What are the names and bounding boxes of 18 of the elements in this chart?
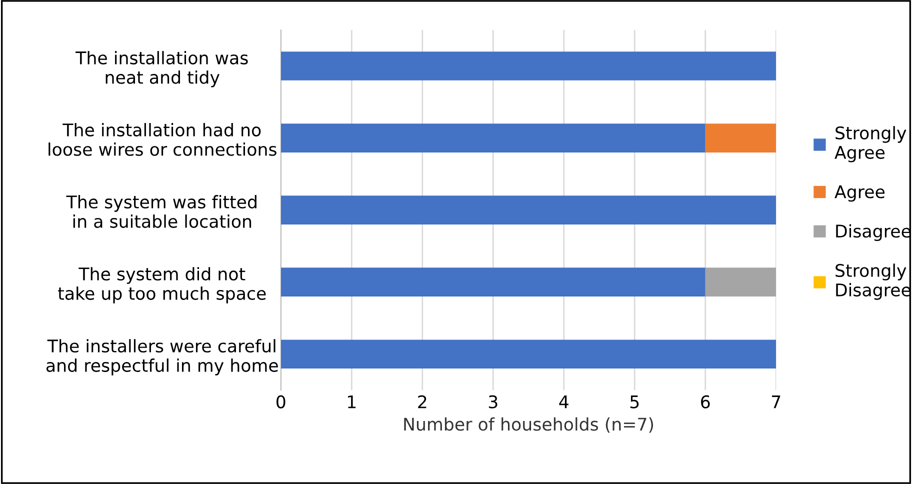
x-tick-label: 2 xyxy=(418,395,426,408)
x-tick-label: 1 xyxy=(348,396,356,408)
y-tick-label: The installers were careful and respectful in my home xyxy=(46,339,278,376)
x-axis-title: Number of households (n=7) xyxy=(404,417,654,433)
x-tick-label: 5 xyxy=(630,396,639,408)
x-tick-label: 6 xyxy=(701,395,710,408)
legend-label: Strongly Agree xyxy=(834,126,906,162)
x-tick-label: 0 xyxy=(276,395,286,408)
x-tick-label: 3 xyxy=(488,395,498,408)
legend-label: Disagree xyxy=(836,224,911,242)
x-tick-label: 4 xyxy=(559,396,568,408)
x-tick-label: 7 xyxy=(772,396,780,408)
legend-label: Agree xyxy=(834,185,885,202)
y-tick-label: The installation was neat and tidy xyxy=(76,51,248,88)
y-tick-label: The system was fitted in a suitable location xyxy=(66,195,256,228)
y-tick-label: The system did not take up too much space xyxy=(58,267,266,304)
y-tick-label: The installation had no loose wires or connections xyxy=(48,123,276,156)
legend-label: Strongly Disagree xyxy=(836,264,911,300)
